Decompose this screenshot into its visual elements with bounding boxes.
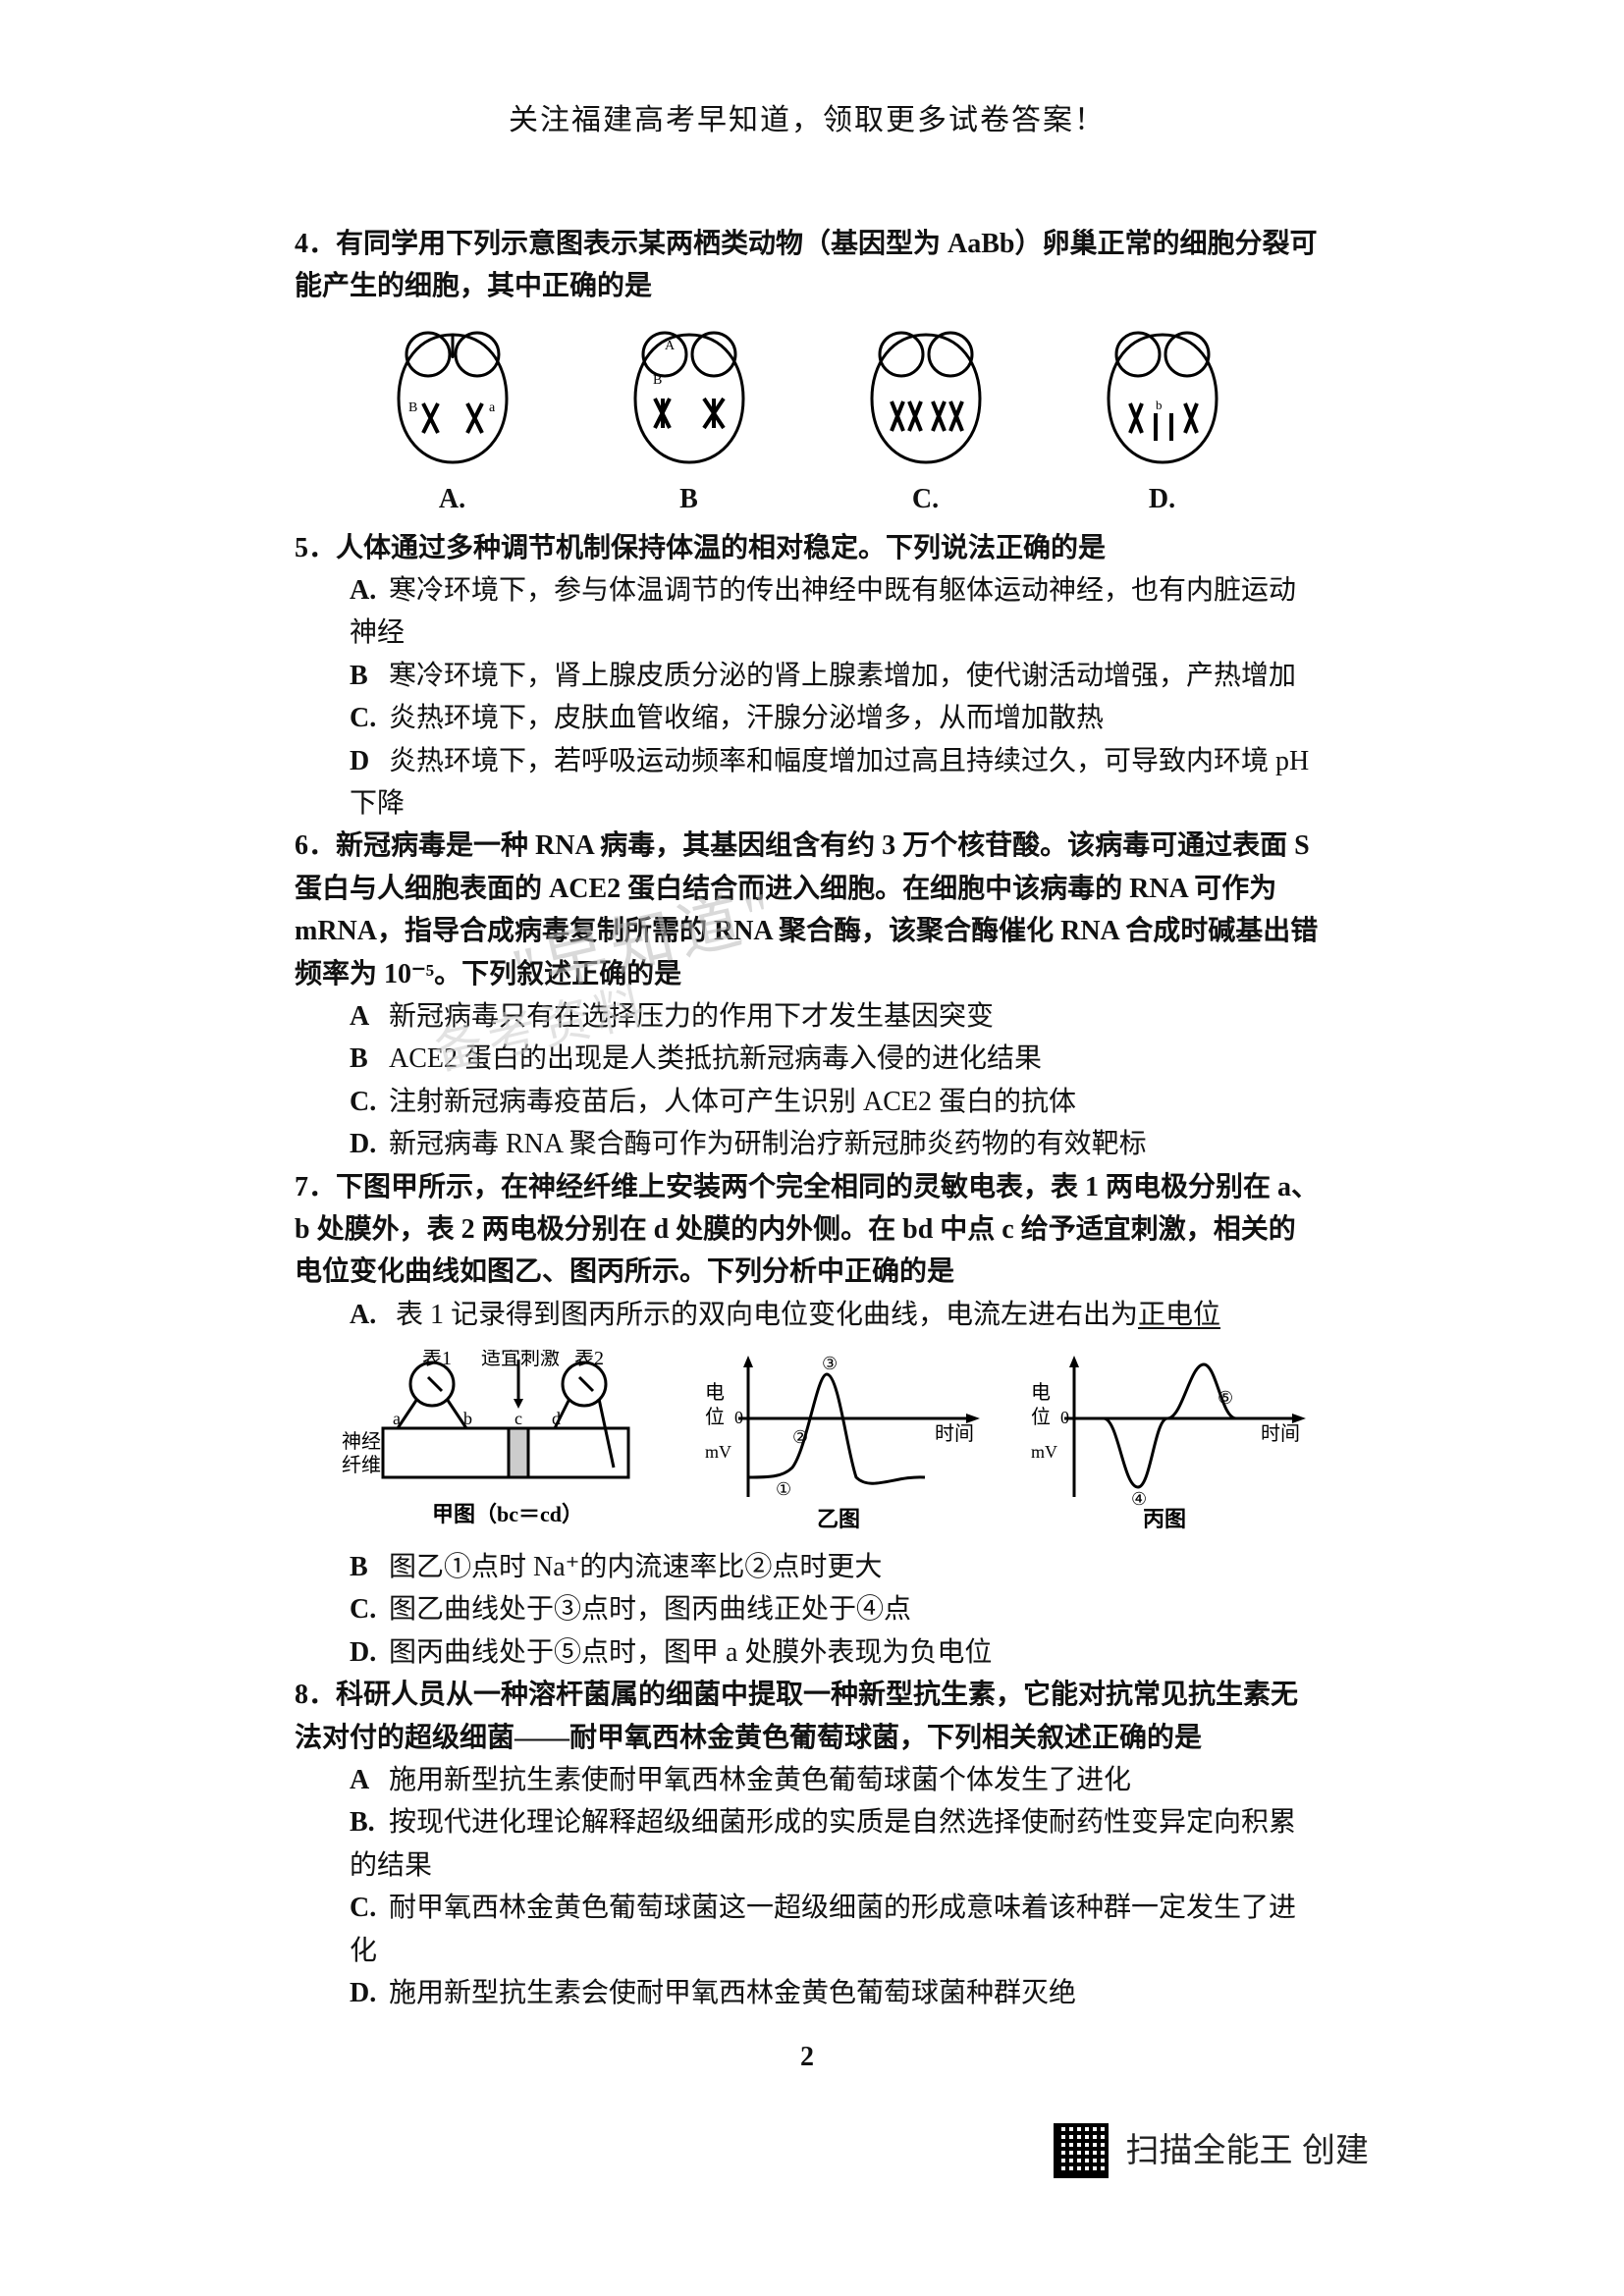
q4-label-B: B: [606, 478, 773, 520]
q7-bing-diagram: 电 位 0 mV 时间 ④ ⑤ 丙图: [1025, 1350, 1320, 1536]
q7-yi-p1: ①: [776, 1479, 791, 1499]
qr-icon: [1054, 2123, 1109, 2178]
q7-jia-d: d: [552, 1409, 561, 1428]
q7-jia-stim: 适宜刺激: [481, 1350, 560, 1369]
q4-fig-A: B a A.: [369, 325, 536, 520]
q7-jia-caption: 甲图（bc＝cd）: [432, 1502, 583, 1526]
q7-bing-zero: 0: [1060, 1408, 1069, 1427]
q7-A-pretext: 表 1 记录得到图丙所示的双向电位变化曲线，电流左进右出为: [396, 1300, 1138, 1330]
q4-stem: 4．有同学用下列示意图表示某两栖类动物（基因型为 AaBb）卵巢正常的细胞分裂可…: [295, 223, 1320, 308]
q7-yi-p3: ③: [822, 1354, 838, 1373]
q8-D-text: 施用新型抗生素会使耐甲氧西林金黄色葡萄球菌种群灭绝: [389, 1978, 1076, 2008]
q7-jia-a: a: [393, 1409, 401, 1428]
svg-text:纤维: 纤维: [342, 1454, 381, 1476]
cell-diagram-icon: B a: [369, 325, 536, 472]
q7-yi-p2: ②: [792, 1427, 808, 1447]
q6-A-text: 新冠病毒只有在选择压力的作用下才发生基因突变: [389, 1001, 994, 1032]
q5-D-text: 炎热环境下，若呼吸运动频率和幅度增加过高且持续过久，可导致内环境 pH 下降: [350, 746, 1309, 819]
q5-opt-D: D炎热环境下，若呼吸运动频率和幅度增加过高且持续过久，可导致内环境 pH 下降: [295, 740, 1320, 826]
q7-opt-D: D.图丙曲线处于⑤点时，图甲 a 处膜外表现为负电位: [295, 1631, 1320, 1674]
svg-text:神经: 神经: [342, 1430, 381, 1453]
q8-C-text: 耐甲氧西林金黄色葡萄球菌这一超级细菌的形成意味着该种群一定发生了进化: [350, 1893, 1296, 1965]
q7-opt-C: C.图乙曲线处于③点时，图丙曲线正处于④点: [295, 1588, 1320, 1630]
q5-opt-B: B寒冷环境下，肾上腺皮质分泌的肾上腺素增加，使代谢活动增强，产热增加: [295, 655, 1320, 697]
svg-text:B: B: [408, 400, 417, 415]
q7-opt-B: B图乙①点时 Na⁺的内流速率比②点时更大: [295, 1546, 1320, 1588]
q4-fig-C: C.: [842, 325, 1009, 520]
q7-diagram-row: 表1 适宜刺激 表2 a b c d 神经 纤维 甲图（bc＝cd） 电 位 0: [334, 1350, 1320, 1536]
q5-A-text: 寒冷环境下，参与体温调节的传出神经中既有躯体运动神经，也有内脏运动神经: [350, 575, 1296, 648]
q7-bing-p4: ④: [1131, 1489, 1147, 1509]
q7-A-emph: 正电位: [1138, 1300, 1220, 1330]
footer-brand-text: 扫描全能王 创建: [1126, 2125, 1369, 2177]
q8-stem: 8．科研人员从一种溶杆菌属的细菌中提取一种新型抗生素，它能对抗常见抗生素无法对付…: [295, 1674, 1320, 1759]
q6-opt-B: BACE2 蛋白的出现是人类抵抗新冠病毒入侵的进化结果: [295, 1038, 1320, 1080]
q5-C-text: 炎热环境下，皮肤血管收缩，汗腺分泌增多，从而增加散热: [389, 703, 1104, 733]
q4-fig-D: b D.: [1079, 325, 1246, 520]
cell-diagram-icon: b: [1079, 325, 1246, 472]
q7-bing-xlabel: 时间: [1261, 1422, 1300, 1445]
q7-jia-biao1: 表1: [422, 1350, 452, 1369]
q8-opt-A: A施用新型抗生素使耐甲氧西林金黄色葡萄球菌个体发生了进化: [295, 1759, 1320, 1801]
q8-B-text: 按现代进化理论解释超级细菌形成的实质是自然选择使耐药性变异定向积累的结果: [350, 1807, 1296, 1880]
q7-jia-c: c: [514, 1409, 522, 1428]
cell-diagram-icon: A B: [606, 325, 773, 472]
q7-D-text: 图丙曲线处于⑤点时，图甲 a 处膜外表现为负电位: [389, 1637, 992, 1668]
svg-text:B: B: [653, 373, 662, 388]
svg-text:位: 位: [1031, 1406, 1051, 1428]
q7-B-text: 图乙①点时 Na⁺的内流速率比②点时更大: [389, 1552, 882, 1582]
q8-A-text: 施用新型抗生素使耐甲氧西林金黄色葡萄球菌个体发生了进化: [389, 1765, 1131, 1795]
q5-B-text: 寒冷环境下，肾上腺皮质分泌的肾上腺素增加，使代谢活动增强，产热增加: [389, 661, 1296, 691]
q8-opt-C: C.耐甲氧西林金黄色葡萄球菌这一超级细菌的形成意味着该种群一定发生了进化: [295, 1887, 1320, 1972]
q7-yi-zero: 0: [734, 1408, 743, 1427]
q6-opt-D: D.新冠病毒 RNA 聚合酶可作为研制治疗新冠肺炎药物的有效靶标: [295, 1123, 1320, 1165]
q7-C-text: 图乙曲线处于③点时，图丙曲线正处于④点: [389, 1594, 911, 1625]
q6-B-text: ACE2 蛋白的出现是人类抵抗新冠病毒入侵的进化结果: [389, 1043, 1042, 1074]
q7-yi-unit: mV: [705, 1442, 731, 1462]
q6-opt-C: C.注射新冠病毒疫苗后，人体可产生识别 ACE2 蛋白的抗体: [295, 1081, 1320, 1123]
footer-brand: 扫描全能王 创建: [1054, 2123, 1369, 2178]
svg-text:电: 电: [1031, 1381, 1051, 1404]
q7-bing-unit: mV: [1031, 1442, 1057, 1462]
svg-text:A: A: [665, 339, 676, 353]
q7-opt-A: A. 表 1 记录得到图丙所示的双向电位变化曲线，电流左进右出为正电位: [295, 1294, 1320, 1336]
q8-opt-B: B.按现代进化理论解释超级细菌形成的实质是自然选择使耐药性变异定向积累的结果: [295, 1801, 1320, 1887]
q7-yi-xlabel: 时间: [935, 1422, 974, 1445]
q7-jia-biao2: 表2: [574, 1350, 604, 1369]
svg-text:a: a: [489, 400, 496, 415]
page-number: 2: [295, 2036, 1320, 2078]
cell-diagram-icon: [842, 325, 1009, 472]
q7-yi-caption: 乙图: [817, 1507, 860, 1531]
q6-C-text: 注射新冠病毒疫苗后，人体可产生识别 ACE2 蛋白的抗体: [389, 1087, 1076, 1117]
q6-D-text: 新冠病毒 RNA 聚合酶可作为研制治疗新冠肺炎药物的有效靶标: [389, 1129, 1147, 1159]
page-header: 关注福建高考早知道，领取更多试卷答案！: [295, 98, 1320, 144]
q5-opt-C: C.炎热环境下，皮肤血管收缩，汗腺分泌增多，从而增加散热: [295, 697, 1320, 739]
q6-stem: 6．新冠病毒是一种 RNA 病毒，其基因组含有约 3 万个核苷酸。该病毒可通过表…: [295, 825, 1320, 995]
q7-jia-diagram: 表1 适宜刺激 表2 a b c d 神经 纤维 甲图（bc＝cd）: [334, 1350, 668, 1536]
q4-fig-B: A B B: [606, 325, 773, 520]
q4-label-D: D.: [1079, 478, 1246, 520]
q4-diagram-row: B a A. A B B: [334, 325, 1280, 520]
svg-text:位: 位: [705, 1406, 725, 1428]
q8-opt-D: D.施用新型抗生素会使耐甲氧西林金黄色葡萄球菌种群灭绝: [295, 1972, 1320, 2014]
q7-bing-caption: 丙图: [1143, 1507, 1186, 1531]
q6-opt-A: A新冠病毒只有在选择压力的作用下才发生基因突变: [295, 995, 1320, 1038]
q7-bing-p5: ⑤: [1218, 1388, 1233, 1408]
q7-yi-diagram: 电 位 0 mV 时间 ① ② ③ 乙图: [699, 1350, 994, 1536]
q7-stem: 7．下图甲所示，在神经纤维上安装两个完全相同的灵敏电表，表 1 两电极分别在 a…: [295, 1166, 1320, 1294]
exam-page: 关注福建高考早知道，领取更多试卷答案！ "早知道" 备考资料 4．有同学用下列示…: [0, 0, 1624, 2296]
q4-label-C: C.: [842, 478, 1009, 520]
svg-text:电: 电: [705, 1381, 725, 1404]
q4-label-A: A.: [369, 478, 536, 520]
q5-stem: 5．人体通过多种调节机制保持体温的相对稳定。下列说法正确的是: [295, 527, 1320, 569]
q5-opt-A: A.寒冷环境下，参与体温调节的传出神经中既有躯体运动神经，也有内脏运动神经: [295, 569, 1320, 655]
svg-text:b: b: [1156, 398, 1163, 412]
q7-jia-b: b: [463, 1409, 472, 1428]
